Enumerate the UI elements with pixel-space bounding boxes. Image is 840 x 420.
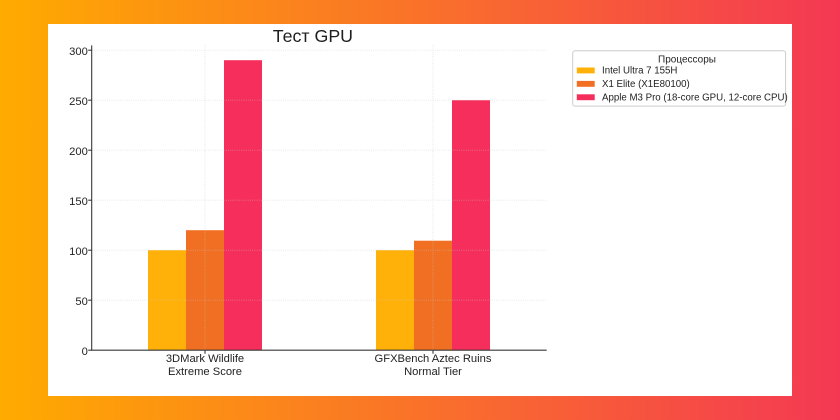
svg-text:Intel Ultra 7 155H: Intel Ultra 7 155H <box>602 66 677 77</box>
svg-text:Процессоры: Процессоры <box>658 55 716 66</box>
svg-text:Normal Tier: Normal Tier <box>404 366 462 378</box>
svg-text:300: 300 <box>69 46 88 58</box>
svg-text:X1 Elite (X1E80100): X1 Elite (X1E80100) <box>602 79 690 90</box>
svg-text:50: 50 <box>75 296 87 308</box>
svg-text:200: 200 <box>69 146 88 158</box>
svg-text:Extreme Score: Extreme Score <box>168 366 242 378</box>
svg-text:Тест GPU: Тест GPU <box>273 26 353 46</box>
svg-text:GFXBench Aztec Ruins: GFXBench Aztec Ruins <box>375 353 492 365</box>
svg-text:Apple M3 Pro (18-core GPU, 12-: Apple M3 Pro (18-core GPU, 12-core CPU) <box>602 93 788 104</box>
svg-text:250: 250 <box>69 96 88 108</box>
svg-text:0: 0 <box>82 346 88 358</box>
svg-text:100: 100 <box>69 246 88 258</box>
svg-text:150: 150 <box>69 196 88 208</box>
svg-text:3DMark Wildlife: 3DMark Wildlife <box>166 353 244 365</box>
